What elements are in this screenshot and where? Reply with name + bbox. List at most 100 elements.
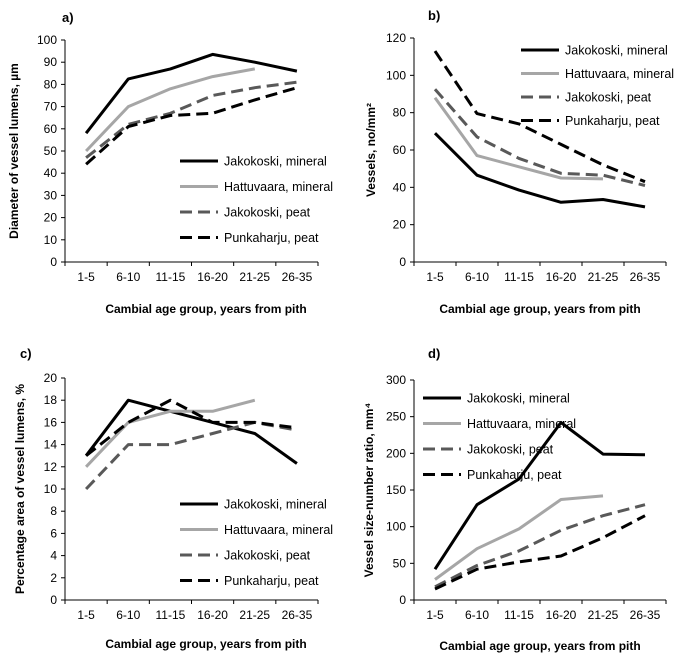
y-axis-title: Vessels, no/mm² xyxy=(364,103,378,197)
chart-panel-d: d) 0 50 100 150 200 250 300 1-5 6-10 11-15 16-20 21-… xyxy=(362,346,667,653)
series-line-2 xyxy=(85,398,256,468)
x-tick-label: 11-15 xyxy=(504,608,534,622)
series-line-3 xyxy=(85,80,298,159)
legend-label: Jakokoski, peat xyxy=(467,443,554,457)
legend-label: Punkaharju, peat xyxy=(224,231,319,245)
x-tick-label: 11-15 xyxy=(156,608,186,622)
x-tick-label: 26-35 xyxy=(630,608,661,622)
series-line-4 xyxy=(434,514,646,591)
x-tick-label: 16-20 xyxy=(197,608,228,622)
legend-label: Punkaharju, peat xyxy=(224,574,319,588)
y-tick-label: 200 xyxy=(386,446,406,460)
y-tick-label: 16 xyxy=(44,415,58,429)
y-tick-label: 10 xyxy=(44,482,58,496)
y-tick-label: 50 xyxy=(44,144,58,158)
y-tick-label: 20 xyxy=(44,371,58,385)
x-tick-label: 21-25 xyxy=(239,608,270,622)
chart-panel-b: b) 0 20 40 60 80 100 120 1-5 6-10 11-15 16-20 21-25 2… xyxy=(364,8,674,316)
x-tick-label: 1-5 xyxy=(426,270,444,284)
legend-label: Hattuvaara, mineral xyxy=(467,417,576,431)
y-tick-label: 14 xyxy=(44,438,58,452)
legend-label: Jakokoski, peat xyxy=(224,549,311,563)
y-tick-label: 8 xyxy=(50,504,57,518)
y-tick-label: 2 xyxy=(50,571,57,585)
chart-panel-a: a) 0 10 20 30 40 50 60 70 80 90 100 1-5 6-10 11-15 16-2… xyxy=(7,10,333,316)
legend-label: Jakokoski, mineral xyxy=(224,498,327,512)
y-tick-label: 60 xyxy=(393,143,407,157)
y-tick-label: 100 xyxy=(37,33,57,47)
y-tick-label: 40 xyxy=(393,180,407,194)
x-tick-label: 16-20 xyxy=(546,608,577,622)
y-tick-label: 12 xyxy=(44,460,58,474)
legend-label: Hattuvaara, mineral xyxy=(224,180,333,194)
x-axis-title: Cambial age group, years from pith xyxy=(105,302,306,316)
x-tick-label: 21-25 xyxy=(588,270,619,284)
x-tick-label: 21-25 xyxy=(588,608,619,622)
legend-label: Jakokoski, peat xyxy=(224,206,311,220)
y-tick-label: 100 xyxy=(386,520,406,534)
x-tick-label: 1-5 xyxy=(77,608,95,622)
y-tick-label: 40 xyxy=(44,166,58,180)
y-axis-title: Vessel size-number ratio, mm⁴ xyxy=(362,403,376,578)
y-tick-label: 60 xyxy=(44,122,58,136)
legend-label: Jakokoski, mineral xyxy=(224,155,327,169)
panel-label: a) xyxy=(62,10,74,25)
y-axis-title: Diameter of vessel lumens, µm xyxy=(7,63,21,239)
y-tick-label: 30 xyxy=(44,188,58,202)
y-tick-label: 20 xyxy=(393,218,407,232)
series-line-1 xyxy=(433,132,646,209)
y-tick-label: 100 xyxy=(386,68,406,82)
y-tick-label: 0 xyxy=(50,255,57,269)
series-line-1 xyxy=(84,52,298,135)
x-axis-title: Cambial age group, years from pith xyxy=(439,302,640,316)
x-tick-label: 6-10 xyxy=(465,270,489,284)
series-line-3 xyxy=(434,503,646,589)
panel-label: c) xyxy=(20,346,32,361)
legend-label: Jakokoski, peat xyxy=(565,91,652,105)
y-tick-label: 0 xyxy=(399,255,406,269)
x-tick-label: 26-35 xyxy=(282,608,313,622)
x-tick-label: 16-20 xyxy=(197,270,228,284)
legend-label: Punkaharju, peat xyxy=(565,114,660,128)
y-tick-label: 6 xyxy=(50,526,57,540)
x-axis-title: Cambial age group, years from pith xyxy=(105,637,306,651)
legend-label: Hattuvaara, mineral xyxy=(224,523,333,537)
x-tick-label: 11-15 xyxy=(504,270,534,284)
y-tick-label: 0 xyxy=(399,593,406,607)
series-line-2 xyxy=(434,494,604,581)
y-tick-label: 150 xyxy=(386,483,406,497)
y-tick-label: 4 xyxy=(50,549,57,563)
legend-label: Punkaharju, peat xyxy=(467,468,562,482)
y-tick-label: 80 xyxy=(393,106,407,120)
series-line-1 xyxy=(84,398,298,465)
x-tick-label: 26-35 xyxy=(282,270,313,284)
x-tick-label: 1-5 xyxy=(77,270,95,284)
legend-label: Jakokoski, mineral xyxy=(467,392,570,406)
series-line-3 xyxy=(433,88,646,187)
y-tick-label: 10 xyxy=(44,233,58,247)
series-line-4 xyxy=(85,86,298,166)
y-tick-label: 90 xyxy=(44,55,58,69)
x-tick-label: 11-15 xyxy=(156,270,186,284)
y-tick-label: 120 xyxy=(386,31,406,45)
x-tick-label: 6-10 xyxy=(465,608,489,622)
y-tick-label: 70 xyxy=(44,100,58,114)
series-line-1 xyxy=(433,421,646,571)
legend-label: Hattuvaara, mineral xyxy=(565,67,674,81)
x-tick-label: 26-35 xyxy=(630,270,661,284)
y-tick-label: 0 xyxy=(50,593,57,607)
x-tick-label: 21-25 xyxy=(239,270,270,284)
chart-panel-c: c) 0 2 4 6 8 10 12 14 16 18 20 1-5 6-10 11-15 16-20 21-2… xyxy=(13,346,333,651)
y-tick-label: 50 xyxy=(393,556,407,570)
y-tick-label: 20 xyxy=(44,211,58,225)
y-tick-label: 18 xyxy=(44,393,58,407)
x-tick-label: 16-20 xyxy=(546,270,577,284)
x-tick-label: 6-10 xyxy=(116,608,140,622)
y-tick-label: 80 xyxy=(44,77,58,91)
series-line-4 xyxy=(433,50,646,184)
x-axis-title: Cambial age group, years from pith xyxy=(439,639,640,653)
x-tick-label: 1-5 xyxy=(426,608,444,622)
panel-label: b) xyxy=(428,8,440,23)
x-tick-label: 6-10 xyxy=(116,270,140,284)
